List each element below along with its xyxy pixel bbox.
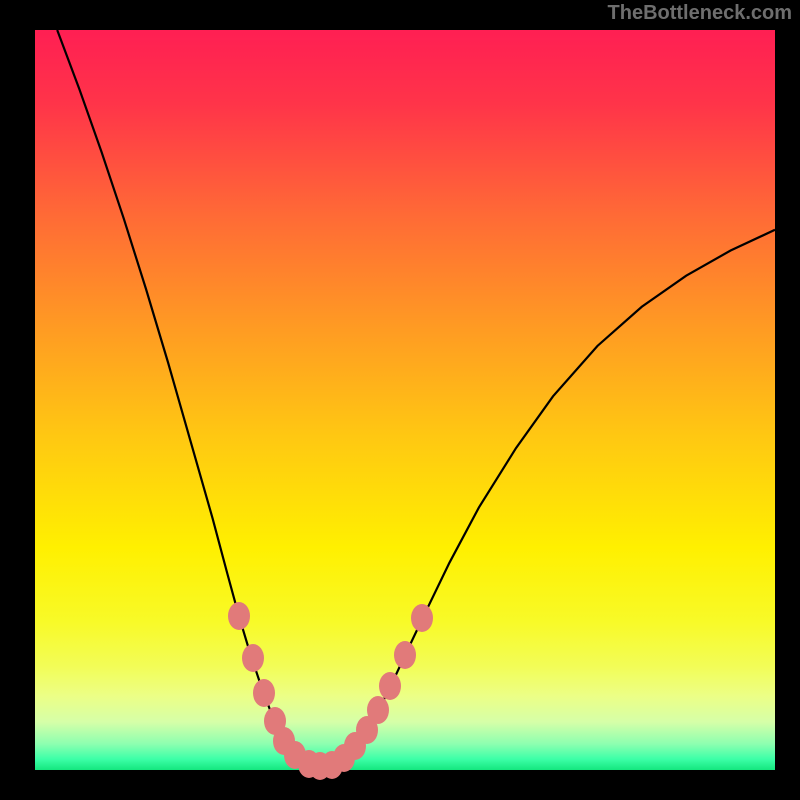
data-marker (411, 604, 433, 632)
data-marker (367, 696, 389, 724)
data-marker (228, 602, 250, 630)
data-marker (242, 644, 264, 672)
bottleneck-curve (57, 30, 775, 767)
data-marker (394, 641, 416, 669)
watermark-text: TheBottleneck.com (608, 2, 792, 25)
data-marker (379, 672, 401, 700)
data-marker (253, 679, 275, 707)
plot-area (35, 30, 775, 770)
chart-frame: TheBottleneck.com (0, 0, 800, 800)
